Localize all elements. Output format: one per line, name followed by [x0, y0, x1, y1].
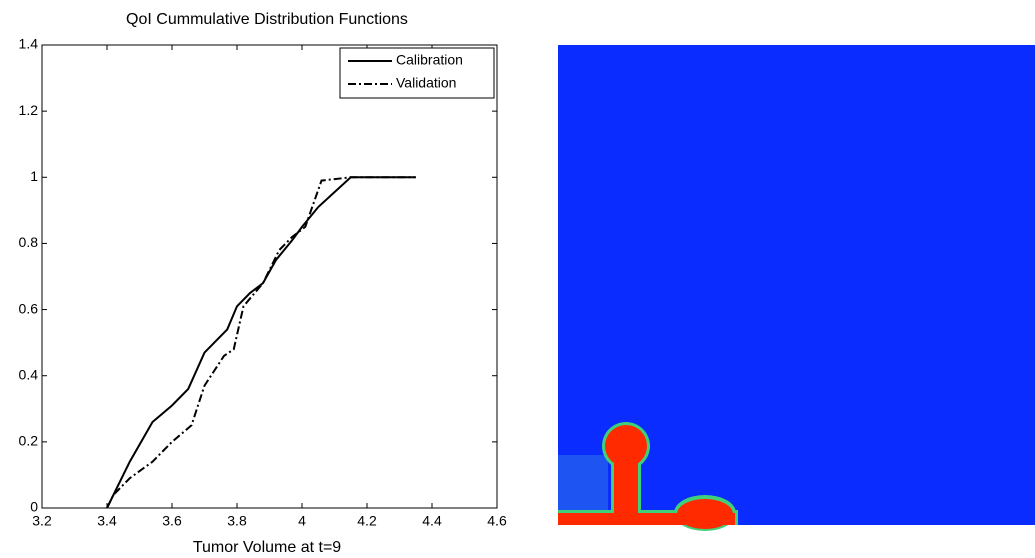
series-line [106, 176, 416, 509]
tumor [558, 425, 735, 529]
legend-label: Validation [396, 75, 456, 91]
legend-label: Calibration [396, 52, 463, 68]
y-tick-label: 0 [30, 499, 38, 515]
x-tick-label: 4.4 [422, 513, 442, 529]
y-tick-label: 0.8 [19, 234, 39, 250]
y-tick-label: 0.4 [19, 366, 39, 382]
x-tick-label: 4.2 [357, 513, 377, 529]
plot-area [41, 44, 498, 509]
y-tick-label: 0.6 [19, 300, 39, 316]
series-line [106, 176, 416, 509]
simulation-image [558, 45, 1035, 531]
x-tick-label: 3.4 [97, 513, 117, 529]
chart-title: QoI Cummulative Distribution Functions [126, 11, 408, 28]
legend-box [339, 47, 495, 99]
y-tick-label: 0.2 [19, 433, 39, 449]
x-tick-label: 3.8 [227, 513, 247, 529]
x-axis-label: Tumor Volume at t=9 [193, 539, 341, 556]
x-tick-label: 4 [298, 513, 306, 529]
y-tick-label: 1.2 [19, 102, 39, 118]
y-tick-label: 1.4 [19, 36, 39, 52]
x-tick-label: 3.2 [32, 513, 52, 529]
x-tick-label: 4.6 [487, 513, 507, 529]
y-tick-label: 1 [30, 168, 38, 184]
x-tick-label: 3.6 [162, 513, 182, 529]
